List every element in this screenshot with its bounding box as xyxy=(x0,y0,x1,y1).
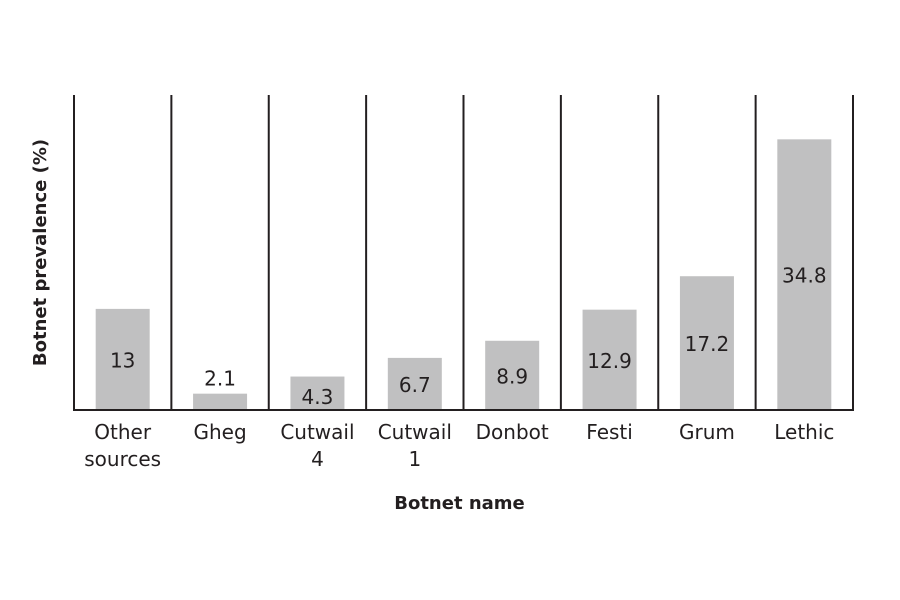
bar-7 xyxy=(777,139,832,411)
column-dividers xyxy=(73,95,854,410)
bar-6 xyxy=(679,276,734,410)
value-label-6: 17.2 xyxy=(685,332,730,356)
value-label-2: 4.3 xyxy=(302,385,334,409)
value-label-3: 6.7 xyxy=(399,373,431,397)
value-label-4: 8.9 xyxy=(496,364,528,388)
value-label-7: 34.8 xyxy=(782,263,827,287)
value-label-5: 12.9 xyxy=(587,349,632,373)
bar-5 xyxy=(582,309,637,410)
category-label-0: Other sources xyxy=(84,420,161,471)
category-label-6: Grum xyxy=(679,420,735,444)
category-label-5: Festi xyxy=(586,420,633,444)
category-label-2: Cutwail 4 xyxy=(280,420,354,471)
bar-3 xyxy=(387,357,442,410)
bar-1 xyxy=(193,393,248,410)
x-axis-title: Botnet name xyxy=(394,493,525,514)
value-label-0: 13 xyxy=(110,348,135,372)
category-label-7: Lethic xyxy=(774,420,834,444)
category-label-4: Donbot xyxy=(476,420,549,444)
category-label-3: Cutwail 1 xyxy=(378,420,452,471)
y-axis-title: Botnet prevalence (%) xyxy=(30,139,51,366)
bars-group xyxy=(95,139,832,411)
bar-4 xyxy=(485,340,540,410)
value-label-1: 2.1 xyxy=(204,367,236,391)
category-labels-group: Other sources Gheg Cutwail 4 Cutwail 1 Donbot Fe… xyxy=(84,420,834,471)
bar-2 xyxy=(290,376,345,410)
bar-0 xyxy=(95,308,150,410)
value-labels-group: 13 2.1 4.3 6.7 8.9 12.9 17.2 34.8 xyxy=(110,263,827,409)
category-label-1: Gheg xyxy=(193,420,246,444)
